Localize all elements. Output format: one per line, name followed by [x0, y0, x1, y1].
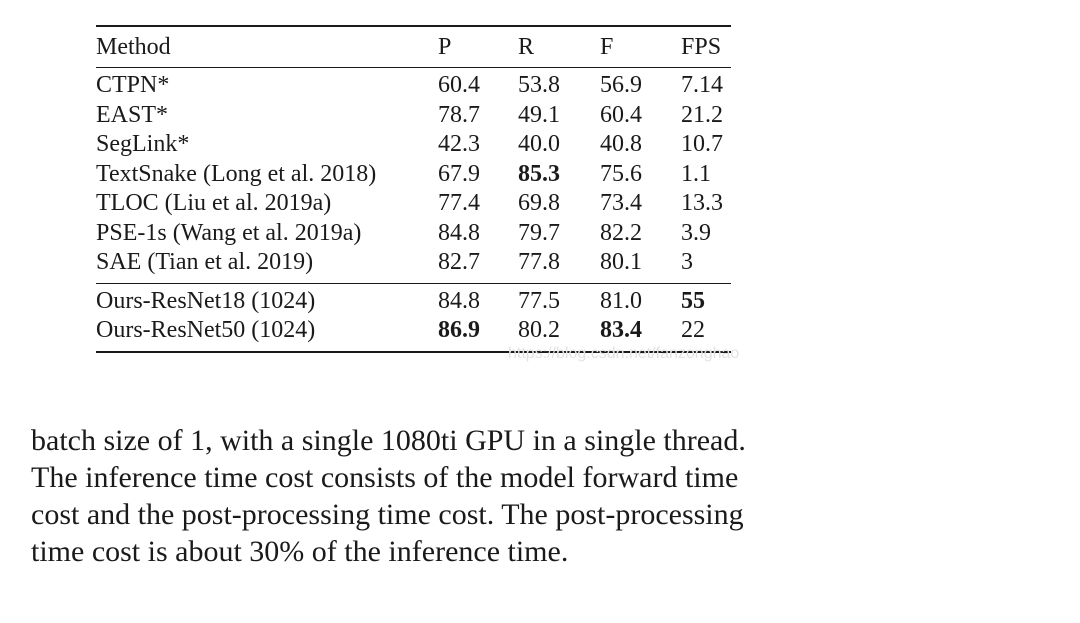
body-paragraph: batch size of 1, with a single 1080ti GP…	[31, 422, 861, 570]
table-bottom-rule	[96, 350, 731, 353]
cell-method: SAE (Tian et al. 2019)	[96, 249, 314, 275]
table-row: CTPN* 60.4 53.8 56.9 7.14	[96, 71, 731, 101]
cell-p: 82.7	[438, 249, 480, 275]
header-f: F	[600, 34, 614, 60]
results-table: Method P R F FPS CTPN* 60.4 53.8 56.9 7.…	[96, 25, 731, 353]
cell-fps: 3	[681, 249, 693, 275]
cell-fps: 3.9	[681, 219, 711, 246]
cell-fps: 21.2	[681, 101, 723, 128]
cell-p: 84.8	[438, 287, 480, 314]
cell-fps-best: 55	[681, 287, 705, 314]
table-group-rule	[96, 282, 731, 284]
table-top-rule	[96, 25, 731, 27]
cell-p: 67.9	[438, 160, 480, 187]
header-r: R	[518, 34, 535, 60]
cell-r: 79.7	[518, 219, 560, 246]
paragraph-line: The inference time cost consists of the …	[31, 461, 739, 494]
cell-f: 60.4	[600, 101, 642, 128]
table-row: SAE (Tian et al. 2019) 82.7 77.8 80.1 3	[96, 248, 731, 278]
cell-r: 69.8	[518, 190, 560, 216]
table-row: EAST* 78.7 49.1 60.4 21.2	[96, 101, 731, 131]
cell-method: EAST*	[96, 101, 168, 128]
header-fps: FPS	[681, 34, 722, 60]
table-row: TLOC (Liu et al. 2019a) 77.4 69.8 73.4 1…	[96, 189, 731, 219]
cell-fps: 22	[681, 317, 705, 343]
cell-f: 75.6	[600, 160, 642, 187]
cell-p: 60.4	[438, 72, 480, 98]
cell-r-best: 85.3	[518, 160, 560, 187]
table-row: Ours-ResNet50 (1024) 86.9 80.2 83.4 22	[96, 316, 731, 346]
cell-f-best: 83.4	[600, 317, 642, 343]
cell-fps: 7.14	[681, 72, 723, 98]
cell-p: 77.4	[438, 190, 480, 216]
cell-p: 42.3	[438, 131, 480, 157]
cell-r: 53.8	[518, 72, 560, 98]
baseline-group: CTPN* 60.4 53.8 56.9 7.14 EAST* 78.7 49.…	[96, 71, 731, 278]
header-method: Method	[96, 34, 171, 60]
cell-p: 84.8	[438, 219, 480, 246]
cell-f: 81.0	[600, 287, 642, 314]
cell-p: 78.7	[438, 101, 480, 128]
cell-fps: 13.3	[681, 190, 723, 216]
table-row: PSE-1s (Wang et al. 2019a) 84.8 79.7 82.…	[96, 219, 731, 249]
cell-f: 56.9	[600, 72, 642, 98]
cell-r: 40.0	[518, 131, 560, 157]
cell-p-best: 86.9	[438, 317, 480, 343]
cell-f: 73.4	[600, 190, 642, 216]
table-row: TextSnake (Long et al. 2018) 67.9 85.3 7…	[96, 160, 731, 190]
cell-r: 49.1	[518, 101, 560, 128]
cell-f: 80.1	[600, 249, 642, 275]
cell-method: PSE-1s (Wang et al. 2019a)	[96, 219, 362, 246]
cell-method: Ours-ResNet50 (1024)	[96, 317, 316, 343]
cell-method: CTPN*	[96, 72, 170, 98]
cell-fps: 10.7	[681, 131, 723, 157]
cell-f: 82.2	[600, 219, 642, 246]
cell-r: 77.8	[518, 249, 560, 275]
cell-r: 77.5	[518, 287, 560, 314]
cell-r: 80.2	[518, 317, 560, 343]
table-header-row: Method P R F FPS	[96, 27, 731, 67]
paragraph-line: time cost is about 30% of the inference …	[31, 535, 569, 568]
table-header-rule	[96, 67, 731, 68]
cell-method: TLOC (Liu et al. 2019a)	[96, 190, 332, 216]
table-row: Ours-ResNet18 (1024) 84.8 77.5 81.0 55	[96, 287, 731, 317]
cell-method: Ours-ResNet18 (1024)	[96, 287, 316, 314]
cell-fps: 1.1	[681, 160, 711, 187]
header-p: P	[438, 34, 452, 60]
paragraph-line: batch size of 1, with a single 1080ti GP…	[31, 424, 746, 457]
paragraph-line: cost and the post-processing time cost. …	[31, 498, 744, 531]
watermark: https://blog.csdn.net/fanzonghao	[508, 345, 740, 362]
cell-method: TextSnake (Long et al. 2018)	[96, 160, 377, 187]
cell-f: 40.8	[600, 131, 642, 157]
ours-group: Ours-ResNet18 (1024) 84.8 77.5 81.0 55 O…	[96, 287, 731, 346]
cell-method: SegLink*	[96, 131, 190, 157]
table-row: SegLink* 42.3 40.0 40.8 10.7	[96, 130, 731, 160]
